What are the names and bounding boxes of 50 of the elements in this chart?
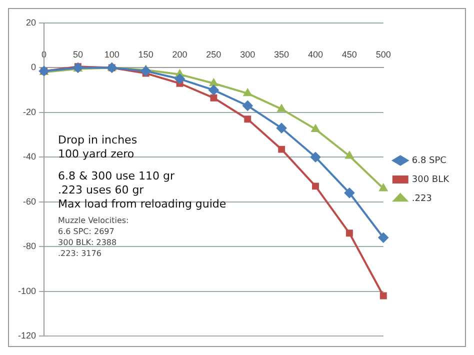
y-tick-label: -100 (18, 286, 36, 296)
y-tick-label: -80 (23, 241, 36, 252)
annotation: 6.8 & 300 use 110 gr (58, 169, 176, 182)
legend-label: 300 BLK (412, 174, 450, 185)
x-tick-label: 250 (206, 50, 222, 60)
y-tick-label: -20 (23, 106, 36, 117)
annotation: 300 BLK: 2388 (58, 238, 117, 248)
y-tick-label: -120 (18, 330, 36, 340)
point (344, 188, 354, 198)
point (380, 292, 387, 300)
point (244, 116, 252, 123)
y-tick-label: 20 (26, 17, 36, 28)
annotation: Drop in inches (58, 133, 138, 146)
point (378, 232, 388, 243)
x-tick-label: 200 (172, 50, 188, 60)
annotation: Muzzle Velocities: (58, 216, 129, 226)
point (311, 124, 320, 132)
annotation: .223 uses 60 gr (58, 183, 144, 196)
y-tick-label: -40 (23, 152, 36, 162)
x-tick-label: 350 (274, 50, 290, 60)
x-tick-label: 150 (138, 50, 154, 60)
point (345, 152, 354, 159)
point (278, 146, 286, 153)
point (312, 182, 319, 190)
point (210, 94, 218, 102)
legend-label: .223 (412, 194, 432, 204)
x-tick-label: 400 (308, 50, 324, 60)
y-tick-label: -60 (23, 196, 36, 206)
x-tick-label: 50 (72, 50, 83, 60)
point (174, 74, 185, 84)
y-tick-label: 0 (31, 62, 36, 72)
point (242, 100, 253, 111)
legend-label: 6.8 SPC (412, 156, 446, 166)
point (310, 152, 320, 162)
x-tick-label: 300 (240, 50, 256, 60)
annotation: .223: 3176 (58, 249, 102, 258)
point (379, 184, 388, 192)
x-tick-label: 100 (104, 50, 120, 60)
point (208, 85, 219, 96)
x-tick-label: 500 (376, 50, 391, 60)
point (210, 78, 218, 86)
annotation: 100 yard zero (58, 147, 134, 160)
annotation: 6.6 SPC: 2697 (58, 227, 114, 236)
point (346, 230, 353, 237)
point (244, 88, 252, 96)
x-tick-label: 450 (342, 50, 357, 60)
point (140, 66, 151, 76)
point (278, 104, 286, 112)
point (276, 123, 287, 134)
annotation: Max load from reloading guide (58, 197, 226, 210)
